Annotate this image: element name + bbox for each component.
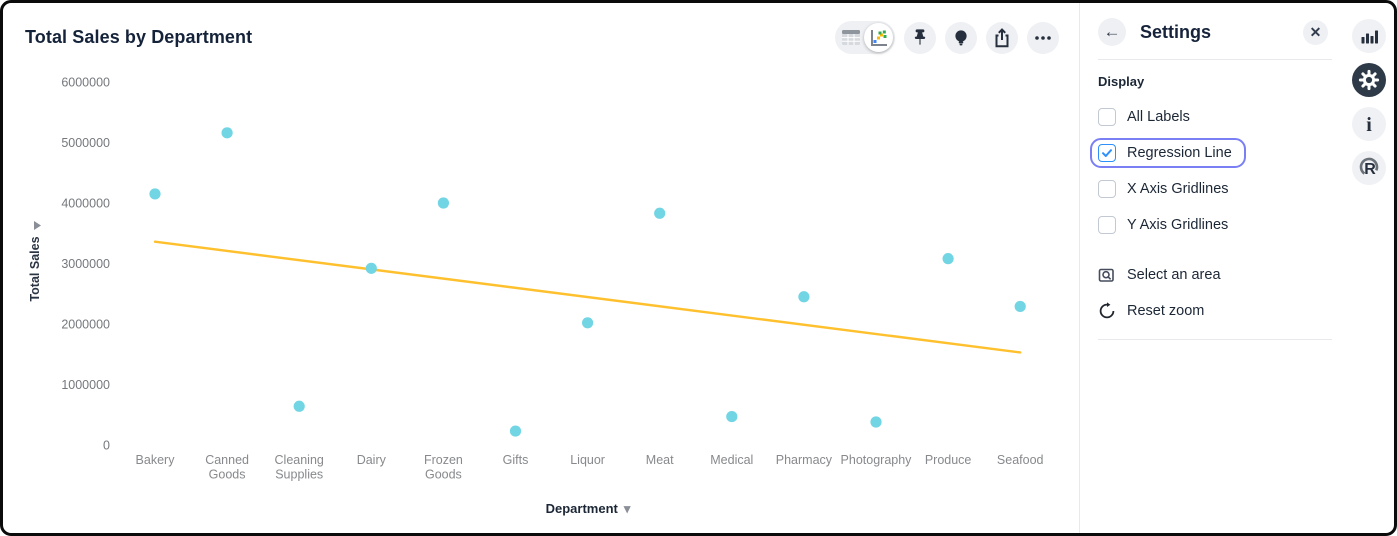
scatter-view-icon xyxy=(870,29,887,46)
data-point[interactable] xyxy=(509,425,522,437)
y-tick-label: 3000000 xyxy=(61,257,110,271)
data-point[interactable] xyxy=(798,291,810,303)
checkbox-all-labels[interactable]: All Labels xyxy=(1098,104,1190,130)
action-label: Reset zoom xyxy=(1127,303,1205,319)
svg-text:R: R xyxy=(1364,161,1376,178)
r-rail-button[interactable]: R xyxy=(1352,151,1386,185)
view-toggle[interactable] xyxy=(835,21,895,54)
checkbox-label: All Labels xyxy=(1127,109,1190,125)
regression-line xyxy=(153,240,1022,354)
data-point[interactable] xyxy=(942,253,954,265)
data-point[interactable] xyxy=(221,127,233,139)
zoom-actions: Select an area Reset zoom xyxy=(1098,257,1328,329)
select-area-button[interactable]: Select an area xyxy=(1098,262,1328,288)
x-tick-label: Meat xyxy=(646,453,674,467)
right-icon-rail: i R xyxy=(1344,3,1394,533)
table-view-icon[interactable] xyxy=(835,29,866,46)
action-label: Select an area xyxy=(1127,267,1221,283)
info-icon: i xyxy=(1366,114,1372,136)
ellipsis-icon xyxy=(1035,35,1051,40)
pin-button[interactable] xyxy=(904,21,936,54)
header-divider xyxy=(1098,59,1332,60)
x-tick-label: Canned Goods xyxy=(205,453,249,482)
chart-view-selected[interactable] xyxy=(864,23,893,52)
x-tick-label: Liquor xyxy=(570,453,605,467)
chart-title: Total Sales by Department xyxy=(25,27,253,47)
y-tick-label: 4000000 xyxy=(61,197,110,211)
x-tick-label: Cleaning Supplies xyxy=(275,453,324,482)
y-tick-label: 2000000 xyxy=(61,318,110,332)
data-point[interactable] xyxy=(582,317,594,329)
checkbox[interactable] xyxy=(1098,144,1116,162)
data-point[interactable] xyxy=(654,207,666,219)
settings-title: Settings xyxy=(1140,21,1212,42)
x-tick-label: Gifts xyxy=(503,453,529,467)
pin-icon xyxy=(914,28,926,45)
scatter-chart: 0 1000000 2000000 3000000 4000000 5000000 6000… xyxy=(28,76,1044,517)
x-tick-label: Pharmacy xyxy=(776,453,833,467)
insights-button[interactable] xyxy=(945,21,977,54)
display-section-label: Display xyxy=(1098,74,1145,89)
data-point[interactable] xyxy=(149,188,161,200)
r-logo-icon: R xyxy=(1359,157,1379,178)
data-point[interactable] xyxy=(870,416,882,428)
checkbox-y-axis-gridlines[interactable]: Y Axis Gridlines xyxy=(1098,212,1228,238)
x-axis-title[interactable]: Department ▾ xyxy=(546,501,631,516)
export-button[interactable] xyxy=(986,21,1018,54)
data-point[interactable] xyxy=(365,262,377,274)
x-tick-label: Frozen Goods xyxy=(424,453,463,482)
bar-chart-rail-button[interactable] xyxy=(1352,19,1386,53)
arrow-left-icon: ← xyxy=(1103,22,1121,41)
gear-icon xyxy=(1358,69,1380,91)
x-tick-label: Produce xyxy=(925,453,972,467)
bar-chart-icon xyxy=(1361,30,1378,44)
checkbox[interactable] xyxy=(1098,108,1116,126)
checkbox[interactable] xyxy=(1098,216,1116,234)
settings-header: ← Settings ✕ xyxy=(1098,17,1328,47)
data-point[interactable] xyxy=(1014,300,1026,313)
x-tick-label: Medical xyxy=(710,453,753,467)
checkbox-label: Regression Line xyxy=(1127,145,1232,161)
y-axis-arrow-icon[interactable] xyxy=(34,221,41,230)
settings-rail-button[interactable] xyxy=(1352,63,1386,97)
select-area-icon xyxy=(1098,266,1116,284)
checkbox-label: Y Axis Gridlines xyxy=(1127,217,1229,233)
lightbulb-icon xyxy=(955,29,967,45)
y-tick-label: 5000000 xyxy=(61,136,110,150)
info-rail-button[interactable]: i xyxy=(1352,107,1386,141)
y-axis-title[interactable]: Total Sales xyxy=(28,236,42,301)
actions-divider xyxy=(1098,339,1332,340)
close-button[interactable]: ✕ xyxy=(1303,19,1328,45)
data-point[interactable] xyxy=(437,197,449,209)
close-icon: ✕ xyxy=(1309,23,1322,40)
x-tick-label: Dairy xyxy=(357,453,387,467)
checkbox-regression-line[interactable]: Regression Line xyxy=(1090,138,1246,168)
x-tick-label: Seafood xyxy=(997,453,1044,467)
reset-zoom-button[interactable]: Reset zoom xyxy=(1098,298,1328,324)
data-point[interactable] xyxy=(726,410,738,423)
reset-zoom-icon xyxy=(1098,302,1116,320)
checkbox-x-axis-gridlines[interactable]: X Axis Gridlines xyxy=(1098,176,1229,202)
share-icon xyxy=(995,27,1009,47)
back-button[interactable]: ← xyxy=(1098,18,1126,46)
x-tick-label: Photography xyxy=(841,453,913,467)
checkbox[interactable] xyxy=(1098,180,1116,198)
data-point[interactable] xyxy=(293,400,305,412)
svg-text:i: i xyxy=(1366,114,1372,136)
x-tick-label: Bakery xyxy=(136,453,176,467)
checkbox-label: X Axis Gridlines xyxy=(1127,181,1229,197)
more-button[interactable] xyxy=(1027,21,1059,54)
chevron-down-icon: ▾ xyxy=(623,501,631,516)
chart-toolbar xyxy=(835,21,1059,54)
settings-panel: ← Settings ✕ Display All Labels Regressi… xyxy=(1079,3,1344,533)
chart-widget: 0 1000000 2000000 3000000 4000000 5000000 6000… xyxy=(3,3,1079,533)
y-tick-label: 0 xyxy=(103,439,110,453)
y-tick-label: 1000000 xyxy=(61,378,110,392)
display-options: All Labels Regression Line X Axis Gridli… xyxy=(1090,99,1328,243)
y-tick-label: 6000000 xyxy=(61,76,110,90)
